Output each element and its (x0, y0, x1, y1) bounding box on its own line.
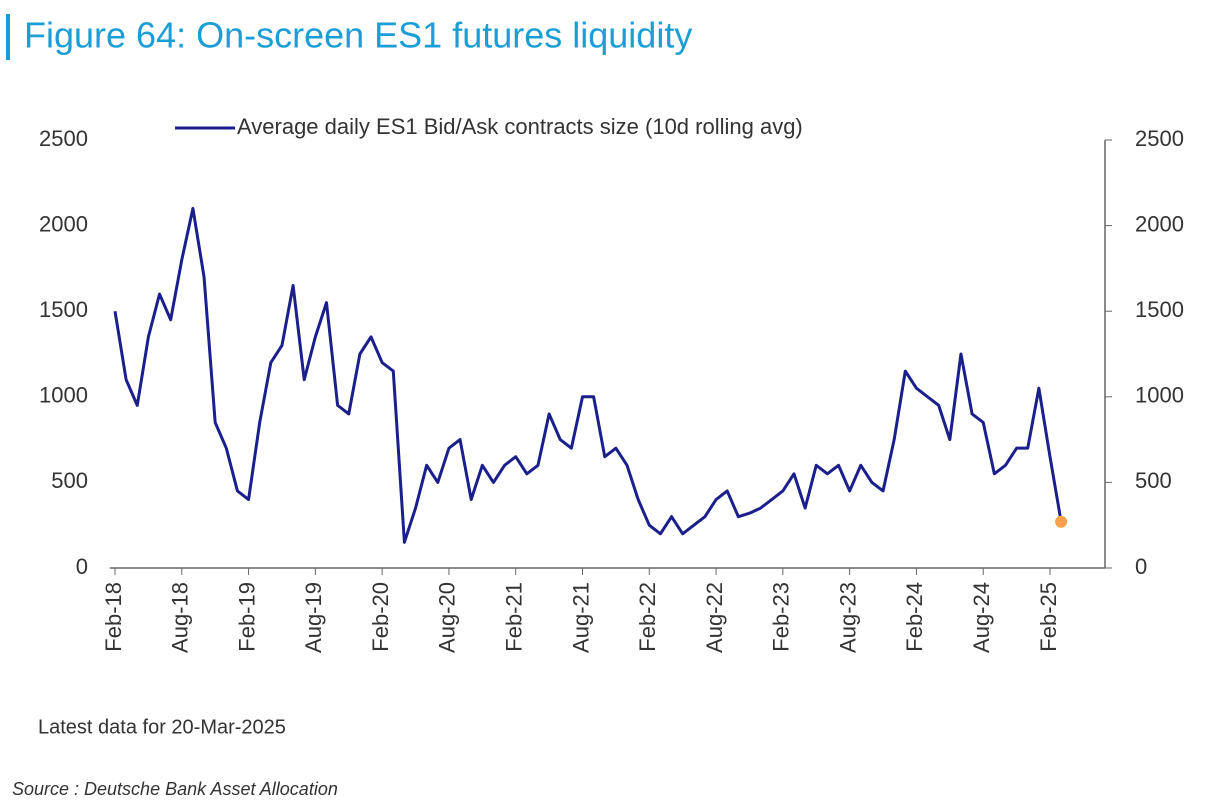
y-tick-label: 2500 (39, 126, 88, 151)
line (113, 206, 1063, 544)
x-tick-label: Aug-19 (301, 582, 326, 653)
y-tick-label: 500 (51, 468, 88, 493)
x-tick-label: Feb-25 (1036, 582, 1061, 652)
x-tick-label: Feb-20 (368, 582, 393, 652)
y2-tick-label: 1000 (1135, 383, 1184, 408)
y-tick-label: 1500 (39, 297, 88, 322)
x-tick-label: Feb-21 (502, 582, 527, 652)
x-tick-label: Aug-23 (835, 582, 860, 653)
y2-tick-label: 500 (1135, 468, 1172, 493)
x-tick-label: Feb-18 (101, 582, 126, 652)
y2-tick-label: 2000 (1135, 211, 1184, 236)
title-bar (6, 14, 10, 60)
legend-label: Average daily ES1 Bid/Ask contracts size… (237, 114, 803, 139)
y2-tick-label: 0 (1135, 554, 1147, 579)
x-tick-label: Feb-23 (769, 582, 794, 652)
y-tick-label: 0 (76, 554, 88, 579)
x-tick-label: Aug-21 (568, 582, 593, 653)
y-tick-label: 2000 (39, 211, 88, 236)
x-tick-label: Feb-19 (234, 582, 259, 652)
y2-tick-label: 2500 (1135, 126, 1184, 151)
x-tick-label: Feb-24 (902, 582, 927, 652)
x-tick-label: Aug-18 (168, 582, 193, 653)
latest-marker (1055, 515, 1068, 528)
x-tick-label: Feb-22 (635, 582, 660, 652)
source: Source : Deutsche Bank Asset Allocation (12, 779, 338, 799)
note: Latest data for 20-Mar-2025 (38, 716, 286, 738)
x-tick-label: Aug-24 (969, 582, 994, 653)
y-tick-label: 1000 (39, 383, 88, 408)
x-tick-label: Aug-20 (435, 582, 460, 653)
x-tick-label: Aug-22 (702, 582, 727, 653)
y2-tick-label: 1500 (1135, 297, 1184, 322)
chart-title: Figure 64: On-screen ES1 futures liquidi… (24, 15, 692, 56)
